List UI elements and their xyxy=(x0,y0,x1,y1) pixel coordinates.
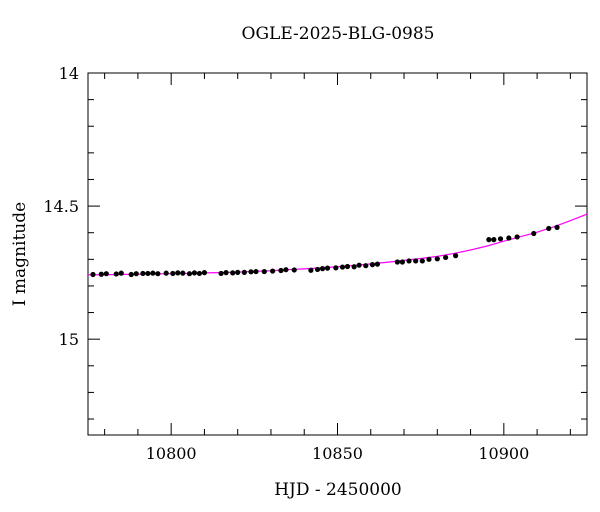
data-point xyxy=(308,267,314,273)
data-point xyxy=(196,270,203,277)
y-tick-label: 14 xyxy=(59,64,79,83)
chart-title: OGLE-2025-BLG-0985 xyxy=(242,24,435,44)
data-point xyxy=(356,262,362,268)
plot-frame xyxy=(87,72,588,436)
x-axis-label: HJD - 2450000 xyxy=(274,480,402,500)
data-point xyxy=(270,268,276,274)
data-point xyxy=(170,270,176,277)
data-point xyxy=(201,270,208,276)
tick-labels: 10800 10850 10900 14 14.5 15 xyxy=(43,64,529,463)
data-point xyxy=(90,271,96,278)
data-point xyxy=(406,258,412,264)
data-point xyxy=(546,225,552,232)
data-point xyxy=(344,263,351,270)
data-point xyxy=(506,235,512,241)
data-point xyxy=(486,237,492,243)
data-point xyxy=(128,271,134,278)
data-point xyxy=(150,270,156,276)
data-point xyxy=(230,270,236,276)
data-point xyxy=(443,254,449,261)
data-point xyxy=(191,270,198,276)
data-point xyxy=(253,268,259,275)
data-point xyxy=(339,264,346,270)
data-point xyxy=(434,256,440,262)
data-point xyxy=(531,230,537,237)
data-point xyxy=(223,270,229,276)
data-point xyxy=(554,224,560,230)
data-point xyxy=(314,266,321,273)
data-point xyxy=(324,265,331,271)
data-point xyxy=(235,269,241,275)
data-point xyxy=(113,271,119,277)
data-point xyxy=(98,271,104,277)
data-point xyxy=(145,270,151,277)
x-tick-label: 10800 xyxy=(146,444,197,463)
data-point xyxy=(133,271,139,277)
plot-area xyxy=(88,213,587,278)
data-point xyxy=(291,267,297,273)
data-point xyxy=(491,237,497,243)
data-point xyxy=(399,259,405,265)
axis-ticks xyxy=(88,72,587,435)
data-point xyxy=(163,270,169,276)
data-point xyxy=(218,270,224,277)
data-point xyxy=(514,234,520,240)
x-tick-label: 10850 xyxy=(312,444,363,463)
data-point xyxy=(319,266,326,272)
data-point xyxy=(374,261,381,267)
data-point xyxy=(140,270,146,277)
data-point xyxy=(413,258,419,264)
data-point xyxy=(351,264,357,270)
data-point xyxy=(186,271,193,277)
data-point xyxy=(261,268,267,275)
data-point xyxy=(283,267,289,273)
y-axis-label: I magnitude xyxy=(10,202,30,306)
data-point xyxy=(278,267,284,274)
data-point xyxy=(363,263,369,269)
y-tick-label: 14.5 xyxy=(43,197,79,216)
data-point xyxy=(155,271,161,277)
data-point xyxy=(118,270,124,276)
data-point xyxy=(175,270,181,276)
data-point xyxy=(426,256,432,262)
data-point xyxy=(333,265,339,271)
data-point xyxy=(103,271,109,277)
y-tick-label: 15 xyxy=(59,330,79,349)
data-point xyxy=(419,258,425,264)
data-point xyxy=(180,270,186,276)
data-point xyxy=(497,236,504,242)
data-point xyxy=(369,262,376,268)
data-point xyxy=(241,269,247,275)
data-point xyxy=(453,253,459,259)
x-tick-label: 10900 xyxy=(478,444,529,463)
data-point xyxy=(394,259,400,265)
model-curve xyxy=(88,213,587,276)
data-point xyxy=(248,269,254,275)
